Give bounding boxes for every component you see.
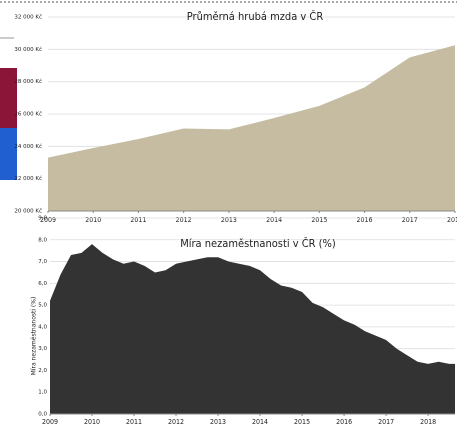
y-tick-label: 3,0 [38, 346, 47, 352]
chart-title: Průměrná hrubá mzda v ČR [187, 10, 324, 23]
x-tick-label: 2017 [378, 418, 394, 426]
area [50, 244, 455, 414]
x-tick-label: 2013 [221, 216, 237, 224]
y-tick-label: 0,0 [38, 412, 47, 418]
x-tick-label: 2014 [252, 418, 268, 426]
x-tick-label: 2010 [85, 216, 101, 224]
x-tick-label: 2012 [176, 216, 192, 224]
y-tick-label: 5,0 [38, 303, 47, 309]
x-tick-label: 2011 [130, 216, 146, 224]
x-tick-label: 2015 [311, 216, 327, 224]
y-tick-label: 6,0 [38, 281, 47, 287]
x-tick-label: 2009 [42, 418, 58, 426]
area [48, 45, 455, 211]
x-tick-label: 2016 [336, 418, 352, 426]
y-tick-label: 8,0 [38, 237, 47, 243]
y-tick-label: 24 000 Kč [14, 143, 42, 150]
y-tick-label: 1,0 [38, 390, 47, 396]
x-tick-label: 2014 [266, 216, 282, 224]
y-tick-label: 30 000 Kč [14, 46, 42, 53]
y-tick-label: 4,0 [38, 324, 47, 330]
x-tick-label: 2013 [210, 418, 226, 426]
y-tick-label: 32 000 Kč [14, 14, 42, 21]
x-tick-label: 2012 [168, 418, 184, 426]
y-tick-label: 2,0 [38, 368, 47, 374]
y-tick-label: 7,0 [38, 259, 47, 265]
x-tick-label: 2015 [294, 418, 310, 426]
x-tick-label: 2011 [126, 418, 142, 426]
x-tick-label: 2016 [357, 216, 373, 224]
blue-panel [0, 128, 17, 180]
y-tick-label: 20 000 Kč [14, 208, 42, 215]
x-tick-label: 2018 [420, 418, 436, 426]
x-tick-label: 2017 [402, 216, 418, 224]
x-tick-label: 2009 [40, 216, 56, 224]
y-tick-label: 28 000 Kč [14, 78, 42, 85]
red-panel [0, 68, 17, 128]
y-tick-label: 22 000 Kč [14, 175, 42, 182]
x-tick-label: 2018 [447, 216, 457, 224]
chart-title: Míra nezaměstnanosti v ČR (%) [180, 237, 336, 250]
y-tick-label: 9,0 [38, 216, 47, 222]
y-tick-label: 26 000 Kč [14, 111, 42, 118]
x-tick-label: 2010 [84, 418, 100, 426]
y-axis-label: Míra nezaměstnanosti (%) [31, 297, 38, 376]
